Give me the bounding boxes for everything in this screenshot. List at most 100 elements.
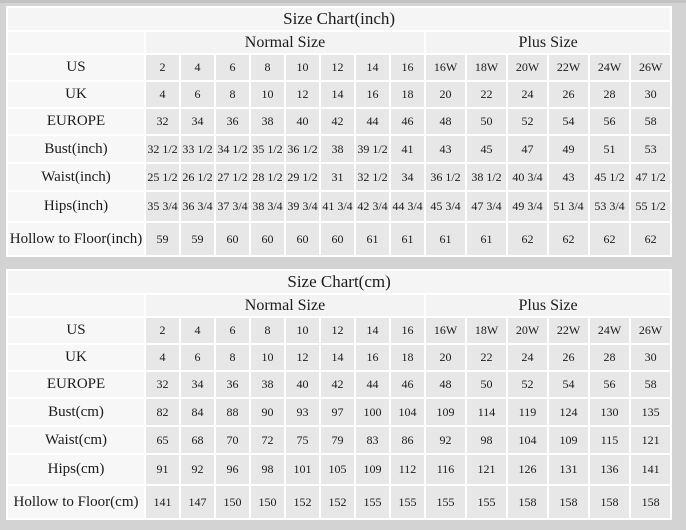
size-value-cell: 92 [426,427,465,453]
size-value-cell: 61 [467,223,506,255]
table-row: Hips(cm) 91 92 96 98 101 105 109 112 116 121 126 131… [8,455,671,484]
size-value-cell: 152 [286,486,319,518]
size-value-cell: 104 [391,399,424,425]
size-value-cell: 54 [549,109,588,134]
column-group-header: Normal Size [146,295,424,316]
size-value-cell: 34 [391,164,424,190]
table-title: Size Chart(inch) [8,8,671,30]
size-value-cell: 53 3/4 [590,192,629,221]
size-value-cell: 119 [508,399,547,425]
column-group-row: Normal Size Plus Size [8,32,671,53]
size-value-cell: 70 [216,427,249,453]
size-value-cell: 8 [216,345,249,370]
size-value-cell: 20 [426,345,465,370]
size-value-cell: 136 [590,455,629,484]
size-value-cell: 92 [181,455,214,484]
size-value-cell: 6 [181,82,214,107]
size-value-cell: 33 1/2 [181,136,214,162]
table-row: Hollow to Floor(inch) 59 59 60 60 60 60 61 61 61 6… [8,223,671,255]
size-value-cell: 135 [631,399,671,425]
size-value-cell: 39 3/4 [286,192,319,221]
size-value-cell: 54 [549,372,588,397]
size-value-cell: 98 [467,427,506,453]
row-label: Waist(inch) [8,164,144,190]
size-value-cell: 53 [631,136,671,162]
size-value-cell: 14 [356,318,389,343]
table-row: US 2 4 6 8 10 12 14 16 16W 18W 20W 22W 24W 26W [8,55,671,80]
size-value-cell: 59 [181,223,214,255]
size-value-cell: 36 3/4 [181,192,214,221]
size-value-cell: 47 [508,136,547,162]
size-value-cell: 36 1/2 [286,136,319,162]
size-value-cell: 18W [467,55,506,80]
table-row: Waist(cm) 65 68 70 72 75 79 83 86 92 98 104 109 115 12… [8,427,671,453]
table-row: Hips(inch) 35 3/4 36 3/4 37 3/4 38 3/4 39 3/4… [8,192,671,221]
size-value-cell: 158 [631,486,671,518]
size-value-cell: 26 1/2 [181,164,214,190]
size-value-cell: 62 [590,223,629,255]
size-value-cell: 91 [146,455,179,484]
size-value-cell: 150 [216,486,249,518]
size-value-cell: 48 [426,109,465,134]
size-value-cell: 6 [216,55,249,80]
size-value-cell: 36 1/2 [426,164,465,190]
table-row: Bust(inch) 32 1/2 33 1/2 34 1/2 35 1/2 36 1/2… [8,136,671,162]
row-label: Hips(cm) [8,455,144,484]
size-value-cell: 155 [467,486,506,518]
size-value-cell: 105 [321,455,354,484]
row-label: EUROPE [8,109,144,134]
size-value-cell: 84 [181,399,214,425]
size-value-cell: 27 1/2 [216,164,249,190]
size-value-cell: 28 [590,345,629,370]
size-value-cell: 121 [467,455,506,484]
table-row: UK 4 6 8 10 12 14 16 18 20 22 24 26 28 30 [8,82,671,107]
size-value-cell: 147 [181,486,214,518]
table-title: Size Chart(cm) [8,271,671,293]
size-value-cell: 22 [467,82,506,107]
column-group-header: Plus Size [426,295,671,316]
size-value-cell: 155 [356,486,389,518]
size-value-cell: 37 3/4 [216,192,249,221]
size-value-cell: 46 [391,109,424,134]
size-value-cell: 109 [426,399,465,425]
size-value-cell: 18 [391,82,424,107]
size-value-cell: 130 [590,399,629,425]
size-value-cell: 58 [631,109,671,134]
size-value-cell: 2 [146,55,179,80]
size-value-cell: 36 [216,109,249,134]
size-value-cell: 131 [549,455,588,484]
size-value-cell: 26W [631,55,671,80]
row-label: Waist(cm) [8,427,144,453]
size-value-cell: 112 [391,455,424,484]
table-row: UK 4 6 8 10 12 14 16 18 20 22 24 26 28 30 [8,345,671,370]
size-value-cell: 6 [181,345,214,370]
size-value-cell: 31 [321,164,354,190]
row-label: UK [8,82,144,107]
size-value-cell: 109 [549,427,588,453]
size-value-cell: 56 [590,372,629,397]
size-chart-inch-table: Size Chart(inch) Normal Size Plus Size US 2 4… [6,6,673,257]
size-value-cell: 49 3/4 [508,192,547,221]
row-label: Hollow to Floor(cm) [8,486,144,518]
size-value-cell: 61 [391,223,424,255]
size-value-cell: 12 [321,55,354,80]
size-value-cell: 14 [321,345,354,370]
size-value-cell: 35 1/2 [251,136,284,162]
size-value-cell: 41 [391,136,424,162]
size-value-cell: 30 [631,82,671,107]
size-value-cell: 44 [356,372,389,397]
size-value-cell: 38 [251,372,284,397]
size-value-cell: 22W [549,55,588,80]
size-value-cell: 16 [391,318,424,343]
size-value-cell: 114 [467,399,506,425]
row-label: EUROPE [8,372,144,397]
size-value-cell: 16 [356,345,389,370]
size-value-cell: 18 [391,345,424,370]
size-value-cell: 61 [426,223,465,255]
size-value-cell: 90 [251,399,284,425]
size-value-cell: 2 [146,318,179,343]
size-value-cell: 16W [426,318,465,343]
size-value-cell: 22 [467,345,506,370]
size-value-cell: 40 [286,372,319,397]
size-value-cell: 35 3/4 [146,192,179,221]
